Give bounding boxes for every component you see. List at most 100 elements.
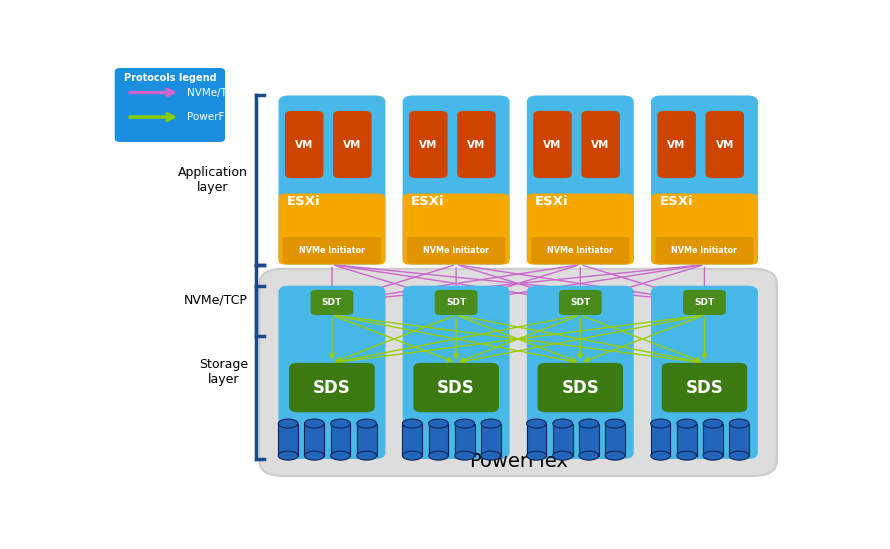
Ellipse shape xyxy=(402,419,422,428)
FancyBboxPatch shape xyxy=(407,237,506,264)
FancyBboxPatch shape xyxy=(285,111,323,178)
Ellipse shape xyxy=(578,419,599,428)
Ellipse shape xyxy=(703,451,723,460)
Bar xyxy=(578,424,599,456)
Ellipse shape xyxy=(527,419,546,428)
FancyBboxPatch shape xyxy=(402,194,510,265)
Text: NVMe/TCP: NVMe/TCP xyxy=(187,87,240,98)
Text: VM: VM xyxy=(295,139,313,149)
FancyBboxPatch shape xyxy=(115,68,225,142)
Bar xyxy=(279,424,298,456)
FancyBboxPatch shape xyxy=(279,285,385,459)
FancyBboxPatch shape xyxy=(434,290,478,315)
Ellipse shape xyxy=(527,451,546,460)
Ellipse shape xyxy=(651,419,670,428)
Bar xyxy=(677,424,697,456)
Ellipse shape xyxy=(729,419,749,428)
Text: SDT: SDT xyxy=(570,298,590,307)
Bar xyxy=(304,424,324,456)
Text: Storage
layer: Storage layer xyxy=(198,358,247,386)
FancyBboxPatch shape xyxy=(413,363,499,412)
Ellipse shape xyxy=(455,419,474,428)
Ellipse shape xyxy=(455,451,474,460)
Text: Application
layer: Application layer xyxy=(178,166,247,194)
FancyBboxPatch shape xyxy=(683,290,726,315)
Text: VM: VM xyxy=(543,139,562,149)
Text: NVMe Initiator: NVMe Initiator xyxy=(423,246,490,255)
FancyBboxPatch shape xyxy=(559,290,602,315)
Ellipse shape xyxy=(481,419,501,428)
Text: NVMe/TCP: NVMe/TCP xyxy=(184,294,247,307)
Text: VM: VM xyxy=(668,139,686,149)
Bar xyxy=(429,424,449,456)
Ellipse shape xyxy=(553,451,572,460)
Text: VM: VM xyxy=(467,139,486,149)
Text: ESXi: ESXi xyxy=(535,195,569,208)
FancyBboxPatch shape xyxy=(655,237,754,264)
Text: NVMe Initiator: NVMe Initiator xyxy=(547,246,613,255)
FancyBboxPatch shape xyxy=(581,111,619,178)
Bar xyxy=(481,424,501,456)
Ellipse shape xyxy=(729,451,749,460)
Text: VM: VM xyxy=(419,139,438,149)
FancyBboxPatch shape xyxy=(651,194,758,265)
Ellipse shape xyxy=(357,419,376,428)
FancyBboxPatch shape xyxy=(283,237,381,264)
Text: ESXi: ESXi xyxy=(411,195,445,208)
Ellipse shape xyxy=(677,419,697,428)
Ellipse shape xyxy=(605,451,625,460)
FancyBboxPatch shape xyxy=(651,96,758,265)
Text: PowerFlex: PowerFlex xyxy=(469,452,568,471)
Bar xyxy=(357,424,376,456)
FancyBboxPatch shape xyxy=(538,363,623,412)
Ellipse shape xyxy=(677,451,697,460)
Text: VM: VM xyxy=(344,139,361,149)
FancyBboxPatch shape xyxy=(527,285,634,459)
FancyBboxPatch shape xyxy=(531,237,629,264)
FancyBboxPatch shape xyxy=(651,285,758,459)
Text: SDT: SDT xyxy=(694,298,715,307)
Ellipse shape xyxy=(402,451,422,460)
Text: SDS: SDS xyxy=(313,378,351,396)
FancyBboxPatch shape xyxy=(402,96,510,265)
Ellipse shape xyxy=(279,419,298,428)
Text: SDT: SDT xyxy=(446,298,466,307)
Text: SDT: SDT xyxy=(322,298,342,307)
Text: ESXi: ESXi xyxy=(659,195,693,208)
Ellipse shape xyxy=(357,451,376,460)
FancyBboxPatch shape xyxy=(457,111,496,178)
Text: NVMe Initiator: NVMe Initiator xyxy=(299,246,365,255)
Ellipse shape xyxy=(304,419,324,428)
Bar xyxy=(402,424,422,456)
FancyBboxPatch shape xyxy=(409,111,448,178)
Ellipse shape xyxy=(330,451,351,460)
FancyBboxPatch shape xyxy=(289,363,375,412)
Ellipse shape xyxy=(429,419,449,428)
Text: SDS: SDS xyxy=(562,378,599,396)
Ellipse shape xyxy=(304,451,324,460)
Text: SDS: SDS xyxy=(437,378,475,396)
Ellipse shape xyxy=(605,419,625,428)
Bar xyxy=(703,424,723,456)
Ellipse shape xyxy=(330,419,351,428)
Text: SDS: SDS xyxy=(685,378,724,396)
Ellipse shape xyxy=(703,419,723,428)
Bar xyxy=(605,424,625,456)
FancyBboxPatch shape xyxy=(279,96,385,265)
Text: VM: VM xyxy=(592,139,610,149)
Text: NVMe Initiator: NVMe Initiator xyxy=(671,246,738,255)
Ellipse shape xyxy=(481,451,501,460)
FancyBboxPatch shape xyxy=(333,111,371,178)
Ellipse shape xyxy=(578,451,599,460)
FancyBboxPatch shape xyxy=(527,194,634,265)
FancyBboxPatch shape xyxy=(311,290,353,315)
FancyBboxPatch shape xyxy=(658,111,696,178)
Bar xyxy=(455,424,474,456)
FancyBboxPatch shape xyxy=(279,194,385,265)
Text: ESXi: ESXi xyxy=(287,195,320,208)
Bar xyxy=(527,424,546,456)
FancyBboxPatch shape xyxy=(533,111,571,178)
Bar xyxy=(330,424,351,456)
FancyBboxPatch shape xyxy=(706,111,744,178)
FancyBboxPatch shape xyxy=(402,285,510,459)
